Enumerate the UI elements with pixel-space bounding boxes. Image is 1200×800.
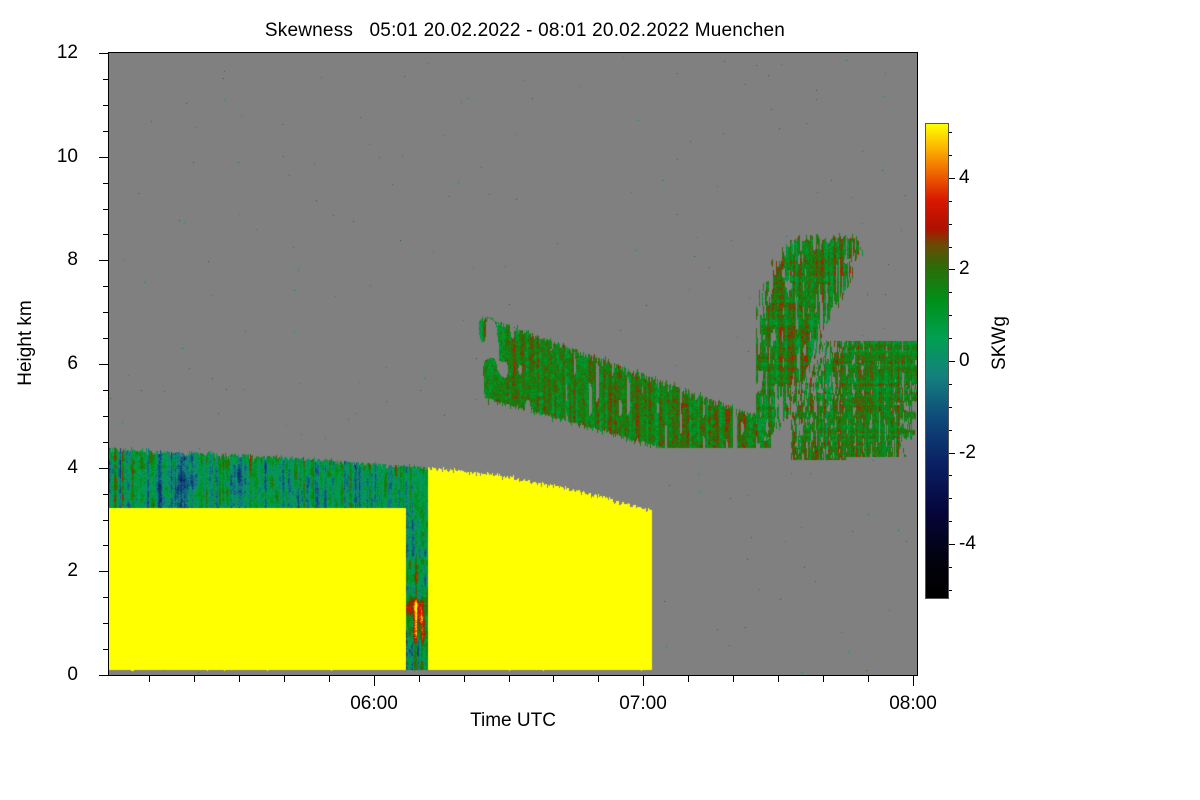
y-tick-minor (103, 234, 108, 235)
x-tick-minor (194, 676, 195, 682)
y-tick-minor (103, 545, 108, 546)
x-tick-minor (464, 676, 465, 682)
x-tick-minor (419, 676, 420, 682)
x-tick-minor (868, 676, 869, 682)
colorbar-tick-minor (949, 407, 952, 408)
y-tick-minor (103, 597, 108, 598)
x-tick-label: 08:00 (889, 693, 937, 714)
x-tick-minor (733, 676, 734, 682)
x-tick-minor (598, 676, 599, 682)
y-tick-major (99, 157, 108, 158)
y-tick-major (99, 260, 108, 261)
colorbar-tick-minor (949, 590, 952, 591)
x-tick-minor (823, 676, 824, 682)
colorbar-tick-major (949, 269, 955, 270)
colorbar-tick-minor (949, 224, 952, 225)
x-tick-minor (688, 676, 689, 682)
colorbar-tick-minor (949, 132, 952, 133)
y-tick-label: 2 (67, 560, 78, 581)
colorbar-tick-minor (949, 475, 952, 476)
y-tick-minor (103, 520, 108, 521)
y-tick-minor (103, 209, 108, 210)
y-tick-label: 12 (56, 42, 78, 63)
page-title: Skewness 05:01 20.02.2022 - 08:01 20.02.… (264, 20, 786, 41)
colorbar-tick-label: -2 (959, 442, 976, 463)
x-tick-label: 07:00 (619, 693, 667, 714)
y-tick-minor (103, 623, 108, 624)
plot-area (108, 52, 918, 676)
x-tick-minor (553, 676, 554, 682)
y-tick-major (99, 364, 108, 365)
y-tick-minor (103, 105, 108, 106)
colorbar-tick-minor (949, 201, 952, 202)
y-tick-minor (103, 312, 108, 313)
colorbar-tick-minor (949, 155, 952, 156)
colorbar-title: SKWg (989, 316, 1010, 370)
colorbar-tick-minor (949, 292, 952, 293)
x-tick-minor (149, 676, 150, 682)
y-tick-minor (103, 286, 108, 287)
x-tick-minor (509, 676, 510, 682)
y-tick-minor (103, 416, 108, 417)
y-tick-minor (103, 131, 108, 132)
y-tick-minor (103, 183, 108, 184)
colorbar-tick-major (949, 361, 955, 362)
y-tick-minor (103, 494, 108, 495)
colorbar-tick-minor (949, 498, 952, 499)
y-tick-label: 10 (56, 146, 78, 167)
x-tick-minor (778, 676, 779, 682)
y-tick-major (99, 675, 108, 676)
colorbar-gradient (926, 124, 948, 598)
colorbar-tick-label: -4 (959, 533, 976, 554)
y-tick-label: 8 (67, 249, 78, 270)
colorbar-tick-major (949, 178, 955, 179)
y-tick-major (99, 571, 108, 572)
colorbar-tick-label: 0 (959, 350, 970, 371)
colorbar-tick-label: 4 (959, 167, 970, 188)
colorbar-tick-minor (949, 247, 952, 248)
colorbar-tick-minor (949, 430, 952, 431)
y-tick-label: 6 (67, 353, 78, 374)
y-axis-title: Height km (15, 300, 36, 386)
y-tick-minor (103, 649, 108, 650)
skewness-heatmap-canvas (109, 53, 917, 675)
x-tick-minor (329, 676, 330, 682)
y-tick-minor (103, 338, 108, 339)
y-tick-label: 4 (67, 457, 78, 478)
y-tick-minor (103, 79, 108, 80)
y-tick-minor (103, 442, 108, 443)
x-axis-title: Time UTC (470, 710, 556, 731)
colorbar-tick-label: 2 (959, 258, 970, 279)
colorbar-tick-minor (949, 338, 952, 339)
x-tick-minor (284, 676, 285, 682)
x-tick-major (913, 676, 914, 686)
colorbar-tick-minor (949, 315, 952, 316)
colorbar-tick-minor (949, 384, 952, 385)
y-tick-label: 0 (67, 664, 78, 685)
y-tick-minor (103, 390, 108, 391)
x-tick-label: 06:00 (350, 693, 398, 714)
colorbar-tick-minor (949, 567, 952, 568)
colorbar-tick-major (949, 453, 955, 454)
colorbar-tick-major (949, 544, 955, 545)
x-tick-minor (239, 676, 240, 682)
y-tick-major (99, 53, 108, 54)
colorbar-tick-minor (949, 521, 952, 522)
x-tick-major (374, 676, 375, 686)
y-tick-major (99, 468, 108, 469)
colorbar (925, 123, 949, 599)
x-tick-major (643, 676, 644, 686)
